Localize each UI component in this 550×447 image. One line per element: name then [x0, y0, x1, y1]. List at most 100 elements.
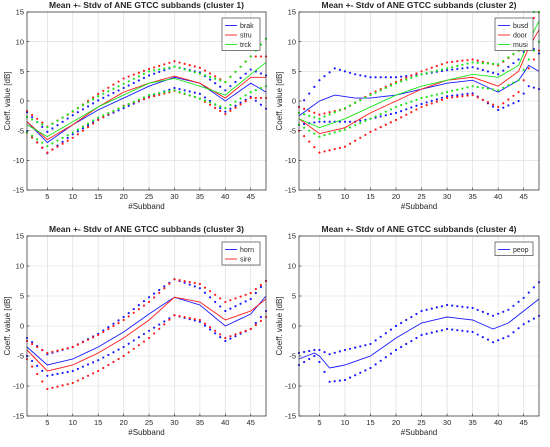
std-upper-point-brak	[56, 124, 59, 127]
x-tick-label: 40	[494, 418, 502, 427]
std-lower-point-peop	[532, 317, 535, 320]
std-lower-point-stru	[142, 98, 146, 101]
std-lower-point-peop	[359, 371, 362, 374]
std-upper-point-trck	[173, 65, 176, 68]
mean-line-horn	[26, 295, 267, 366]
std-upper-point-sire	[168, 282, 171, 285]
chart-title: Mean +- Stdv of ANE GTCC subbands (clust…	[322, 224, 517, 234]
std-upper-point-busd	[313, 85, 316, 89]
legend-label-trck: trck	[240, 42, 252, 49]
std-lower-point-musi	[425, 95, 428, 98]
std-lower-point-trck	[46, 144, 49, 148]
std-lower-point-stru	[51, 148, 54, 151]
std-upper-point-sire	[112, 324, 115, 328]
chart-title: Mean +- Stdv of ANE GTCC subbands (clust…	[49, 0, 244, 10]
std-upper-point-horn	[158, 288, 161, 292]
std-lower-point-trck	[92, 119, 95, 122]
std-upper-point-sire	[234, 297, 237, 300]
std-upper-point-stru	[92, 96, 95, 99]
std-lower-point-trck	[188, 94, 191, 97]
std-upper-point-peop	[369, 342, 372, 346]
std-lower-point-door	[354, 139, 357, 142]
std-lower-point-horn	[36, 364, 39, 367]
std-lower-point-trck	[117, 107, 120, 110]
std-upper-point-trck	[214, 77, 217, 80]
x-axis-label: #Subband	[128, 202, 164, 211]
std-upper-point-door	[435, 64, 438, 68]
std-lower-point-peop	[425, 332, 428, 335]
std-upper-point-musi	[303, 113, 306, 116]
std-upper-point-brak	[229, 85, 232, 88]
std-lower-point-horn	[137, 336, 140, 339]
std-lower-point-busd	[532, 86, 535, 89]
std-upper-point-door	[445, 61, 449, 64]
std-upper-point-door	[328, 111, 331, 114]
std-lower-point-door	[502, 102, 505, 105]
std-upper-point-trck	[163, 67, 166, 70]
std-lower-point-door	[471, 93, 474, 97]
std-lower-point-sire	[193, 317, 196, 321]
std-lower-point-musi	[430, 94, 433, 97]
std-lower-point-door	[333, 147, 336, 151]
std-lower-point-musi	[374, 115, 377, 118]
std-lower-point-sire	[244, 329, 247, 332]
std-lower-point-sire	[249, 327, 252, 331]
std-lower-point-trck	[102, 114, 105, 117]
std-upper-point-door	[308, 109, 311, 112]
std-upper-point-musi	[359, 99, 362, 102]
std-upper-point-busd	[318, 79, 321, 82]
std-lower-point-stru	[244, 100, 247, 103]
std-lower-point-brak	[61, 140, 64, 143]
std-lower-point-trck	[132, 100, 135, 103]
std-lower-point-door	[318, 151, 321, 154]
std-lower-point-brak	[188, 90, 191, 93]
std-upper-point-brak	[234, 80, 237, 84]
std-lower-point-peop	[384, 356, 387, 359]
std-lower-point-horn	[214, 332, 217, 335]
std-lower-point-peop	[517, 327, 520, 330]
std-lower-point-peop	[328, 380, 331, 383]
std-lower-point-stru	[76, 133, 79, 136]
std-upper-point-horn	[102, 329, 105, 332]
std-lower-point-door	[461, 95, 464, 98]
std-upper-point-stru	[147, 67, 151, 71]
legend: brak stru trck	[221, 17, 261, 51]
std-upper-point-sire	[30, 342, 34, 346]
std-lower-point-door	[440, 98, 444, 101]
std-upper-point-sire	[107, 327, 110, 331]
std-upper-point-musi	[512, 52, 515, 56]
std-lower-point-door	[527, 67, 530, 70]
std-lower-point-trck	[214, 103, 217, 106]
std-upper-point-stru	[158, 64, 161, 67]
std-lower-point-sire	[173, 314, 176, 317]
std-upper-point-stru	[137, 71, 140, 74]
std-upper-point-brak	[137, 79, 140, 82]
legend-label-stru: stru	[240, 33, 252, 40]
std-upper-point-sire	[127, 315, 130, 318]
std-upper-point-sire	[163, 287, 166, 290]
series-sire	[25, 278, 268, 391]
std-upper-point-sire	[122, 318, 125, 322]
std-upper-point-musi	[507, 56, 510, 59]
mean-line-sire	[26, 296, 267, 372]
std-lower-point-brak	[234, 104, 237, 107]
std-lower-point-door	[430, 102, 433, 105]
std-upper-point-busd	[354, 73, 357, 76]
x-tick-label: 30	[170, 418, 178, 427]
std-lower-point-brak	[81, 127, 85, 130]
std-lower-point-brak	[66, 136, 69, 140]
std-lower-point-musi	[384, 110, 387, 113]
std-lower-point-door	[425, 104, 428, 107]
std-lower-point-sire	[30, 365, 34, 368]
std-lower-point-brak	[76, 130, 79, 133]
std-upper-point-trck	[142, 72, 146, 75]
y-tick-label: -5	[17, 126, 24, 135]
std-lower-point-horn	[76, 367, 79, 370]
std-lower-point-stru	[214, 106, 217, 109]
std-upper-point-brak	[51, 127, 54, 130]
std-upper-point-trck	[97, 95, 100, 98]
std-lower-point-peop	[512, 331, 515, 334]
x-tick-label: 10	[341, 418, 349, 427]
std-upper-point-busd	[471, 66, 474, 69]
